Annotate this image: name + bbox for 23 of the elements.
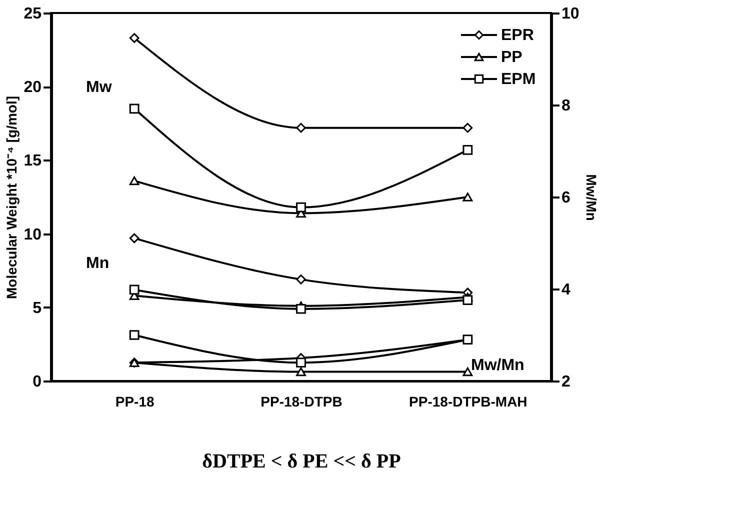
y-tick-label: 0	[32, 374, 42, 390]
legend-label: EPM	[501, 71, 536, 88]
y-tick-label: 25	[24, 6, 42, 22]
legend-label: EPR	[501, 27, 534, 44]
x-tick-label: PP-18-DTPB-MAH	[409, 394, 528, 410]
annotation: Mw	[86, 79, 112, 96]
legend-label: PP	[501, 49, 523, 66]
y2-tick-label: 8	[562, 98, 570, 114]
y-tick-label: 20	[24, 79, 42, 96]
y-tick-label: 15	[24, 152, 42, 170]
x-axis-title: δDTPE < δ PE << δ PP	[202, 450, 401, 472]
y-tick-label: 5	[32, 300, 42, 317]
y-tick-label: 10	[24, 226, 42, 244]
y2-tick-label: 2	[562, 374, 570, 390]
annotation: Mw/Mn	[471, 357, 524, 374]
x-tick-label: PP-18	[115, 394, 154, 410]
x-tick-label: PP-18-DTPB	[260, 394, 342, 410]
y2-axis-title: Mw/Mn	[583, 174, 600, 221]
y2-tick-label: 6	[562, 190, 570, 206]
y-axis-title: Molecular Weight *10⁻⁴ [g/mol]	[4, 96, 20, 300]
annotation: Mn	[86, 255, 110, 272]
y2-tick-label: 10	[562, 6, 580, 22]
y2-tick-label: 4	[562, 282, 570, 298]
